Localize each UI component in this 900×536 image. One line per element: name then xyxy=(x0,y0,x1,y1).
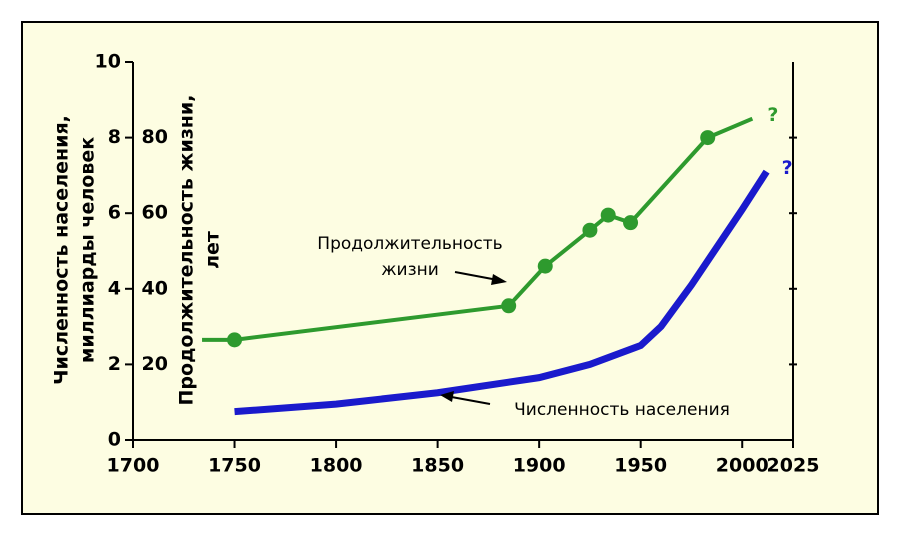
y-axis-title: миллиарды человек xyxy=(77,137,99,363)
x-tick-label: 1700 xyxy=(107,455,160,477)
x-tick-label: 1850 xyxy=(411,455,464,477)
y2-tick-label: 20 xyxy=(142,353,168,375)
point xyxy=(537,258,553,274)
end-label: ? xyxy=(767,104,778,126)
end-label: ? xyxy=(782,157,793,179)
y-tick-label: 4 xyxy=(108,277,121,299)
point xyxy=(623,215,639,231)
x-tick-label: 2000 xyxy=(716,455,769,477)
y2-tick-label: 60 xyxy=(142,202,168,224)
x-tick-label: 1750 xyxy=(208,455,261,477)
y2-tick-label: 80 xyxy=(142,126,168,148)
y-tick-label: 8 xyxy=(108,126,121,148)
point xyxy=(600,207,616,223)
frame xyxy=(21,21,879,515)
y-axis-title: Численность населения, xyxy=(51,115,73,385)
x-tick-label: 1800 xyxy=(310,455,363,477)
y2-axis-title: лет xyxy=(202,231,224,269)
x-tick-label: 2025 xyxy=(767,455,820,477)
y-tick-label: 2 xyxy=(108,353,121,375)
point xyxy=(227,332,243,348)
arrow xyxy=(445,395,491,405)
y-tick-label: 0 xyxy=(108,429,121,451)
point xyxy=(700,130,716,146)
point xyxy=(501,298,517,314)
series-line xyxy=(234,169,770,416)
y2-tick-label: 40 xyxy=(142,277,168,299)
y-tick-label: 10 xyxy=(95,51,121,73)
arrowhead xyxy=(491,274,507,285)
x-tick-label: 1900 xyxy=(513,455,566,477)
x-tick-label: 1950 xyxy=(614,455,667,477)
arrowhead xyxy=(440,391,454,402)
y2-axis-title: Продолжительность жизни, xyxy=(176,95,198,406)
point xyxy=(582,222,598,238)
y-tick-label: 6 xyxy=(108,202,121,224)
legend-label: Численность населения xyxy=(514,400,730,420)
